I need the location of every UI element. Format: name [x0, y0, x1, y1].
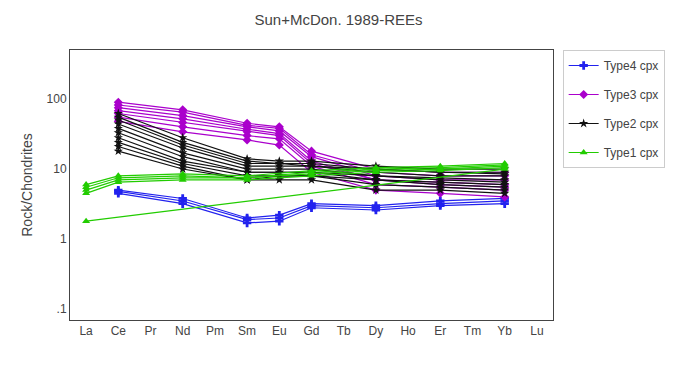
svg-text:Sm: Sm: [238, 324, 256, 338]
svg-text:La: La: [79, 324, 93, 338]
svg-text:100: 100: [47, 92, 67, 106]
svg-text:Nd: Nd: [175, 324, 190, 338]
svg-text:10: 10: [53, 162, 67, 176]
svg-text:Tm: Tm: [464, 324, 481, 338]
svg-text:.1: .1: [57, 302, 67, 316]
svg-text:Type1 cpx: Type1 cpx: [604, 146, 659, 160]
svg-text:1: 1: [60, 232, 67, 246]
svg-text:Dy: Dy: [369, 324, 384, 338]
svg-text:Rock/Chondrites: Rock/Chondrites: [19, 133, 35, 237]
svg-text:Sun+McDon. 1989-REEs: Sun+McDon. 1989-REEs: [254, 11, 422, 28]
svg-text:Type4 cpx: Type4 cpx: [604, 59, 659, 73]
svg-text:Type2 cpx: Type2 cpx: [604, 117, 659, 131]
svg-text:Type3 cpx: Type3 cpx: [604, 88, 659, 102]
svg-text:Pr: Pr: [145, 324, 157, 338]
svg-text:Tb: Tb: [337, 324, 351, 338]
svg-text:Er: Er: [434, 324, 446, 338]
svg-text:Ho: Ho: [400, 324, 416, 338]
svg-text:Pm: Pm: [206, 324, 224, 338]
svg-text:Eu: Eu: [272, 324, 287, 338]
svg-text:Gd: Gd: [303, 324, 319, 338]
svg-text:Lu: Lu: [530, 324, 543, 338]
svg-text:Ce: Ce: [111, 324, 127, 338]
svg-text:Yb: Yb: [497, 324, 512, 338]
